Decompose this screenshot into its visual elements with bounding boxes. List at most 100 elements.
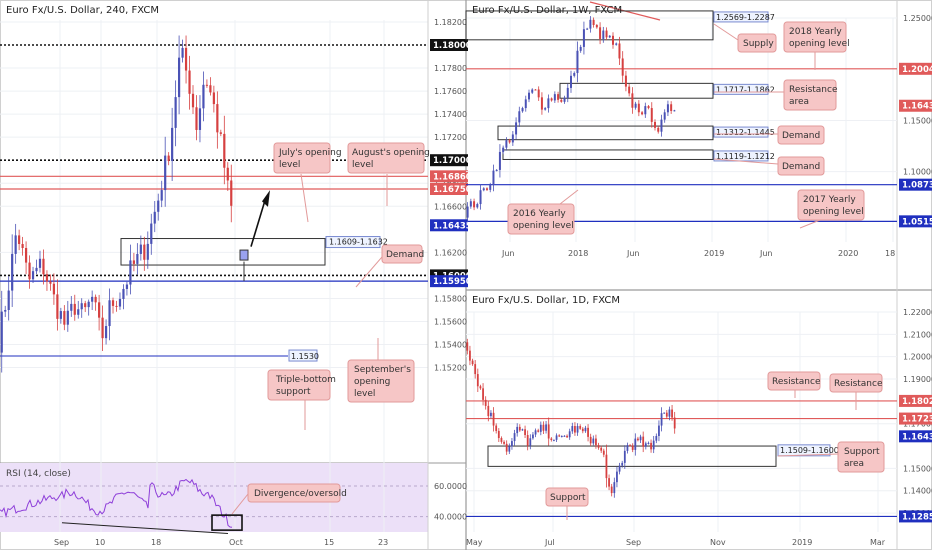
daily-candle <box>497 430 500 439</box>
h4-candle <box>35 267 38 272</box>
h4-price-label: 1.16750 <box>433 185 472 195</box>
daily-price-tick: 1.22000 <box>903 308 932 317</box>
weekly-candle <box>628 86 631 94</box>
weekly-candle <box>495 169 498 171</box>
weekly-zone <box>465 10 714 41</box>
h4-price-label: 1.17000 <box>433 156 472 166</box>
weekly-callout-2016-box <box>507 203 575 235</box>
h4-candle <box>177 57 181 98</box>
h4-callout-september-text-line2: opening <box>354 377 390 387</box>
daily-time-tick: Jul <box>544 538 555 547</box>
h4-candle <box>146 243 149 260</box>
h4-callout-september-box <box>347 359 415 403</box>
h4-price-tick: 1.18200 <box>434 18 467 27</box>
daily-candle <box>479 386 482 389</box>
weekly-candle <box>473 201 476 208</box>
daily-callout-res2-text: Resistance <box>834 379 883 389</box>
weekly-candle <box>673 110 676 112</box>
daily-candle <box>589 436 592 444</box>
weekly-callout-demand2-text: Demand <box>782 162 820 172</box>
daily-price-label-bg <box>899 430 932 443</box>
daily-candle <box>626 445 629 451</box>
h4-candle <box>191 93 195 108</box>
daily-time-tick: May <box>466 538 483 547</box>
weekly-panel: 1.25000 1.15000 1.10000 Jun 2018 Jun 2019 Jun 20… <box>465 0 932 290</box>
h4-price-tick: 1.15800 <box>434 294 467 303</box>
weekly-candle <box>573 73 576 76</box>
h4-callout-july-box <box>273 142 331 174</box>
daily-candle <box>474 364 477 375</box>
rsi-label: RSI (14, close) <box>6 469 71 479</box>
h4-candle <box>73 303 76 315</box>
rsi-oversold-box <box>211 514 243 531</box>
weekly-candle <box>486 188 488 190</box>
daily-candle <box>547 424 550 439</box>
h4-candle <box>118 298 122 307</box>
h4-demand-zone <box>120 238 326 266</box>
weekly-callout-2017-text: 2017 Yearly <box>803 195 856 205</box>
h4-low-label-bg <box>288 349 318 362</box>
h4-candle <box>150 223 153 244</box>
daily-candle <box>537 430 540 432</box>
daily-candle <box>476 374 479 387</box>
weekly-zone-label-bg <box>713 126 769 138</box>
h4-candle <box>223 133 226 168</box>
daily-callout-support-text: Support <box>550 493 586 503</box>
h4-candle <box>94 296 97 303</box>
daily-candle <box>639 436 642 441</box>
daily-candle <box>511 441 513 447</box>
weekly-candle <box>647 106 650 109</box>
daily-candle <box>658 425 660 436</box>
daily-candle <box>613 482 616 494</box>
weekly-candle <box>553 94 556 101</box>
daily-candle <box>529 438 532 446</box>
daily-candle <box>555 435 558 440</box>
daily-candle <box>655 435 658 441</box>
weekly-candle <box>469 201 472 207</box>
weekly-price-label-bg <box>899 178 932 191</box>
weekly-candle <box>508 140 511 143</box>
h4-panel: 1.18200 1.17800 1.17600 1.17400 1.17200 1.168… <box>0 0 472 550</box>
h4-candle <box>38 258 42 268</box>
h4-callout-july-text-line2: level <box>279 160 300 170</box>
h4-time-tick: Oct <box>229 538 243 547</box>
h4-price-label: 1.15950 <box>433 277 472 287</box>
weekly-candle <box>515 122 518 135</box>
daily-time-tick: Sep <box>626 538 641 547</box>
h4-callout-demand-pointer <box>355 256 383 288</box>
weekly-candle <box>644 106 647 115</box>
weekly-price-label: 1.20040 <box>902 65 932 75</box>
h4-price-label-bg <box>430 219 468 232</box>
weekly-callout-resistance-text: Resistance <box>789 85 838 95</box>
daily-candle <box>647 442 650 444</box>
daily-callout-res1-text: Resistance <box>772 377 821 387</box>
daily-candle <box>568 431 571 438</box>
weekly-candle <box>641 112 644 115</box>
weekly-candle <box>540 97 543 110</box>
weekly-candle <box>576 50 579 74</box>
h4-callout-august-box <box>347 142 425 174</box>
weekly-candle <box>492 170 495 186</box>
daily-candle <box>587 427 589 437</box>
daily-candle <box>621 462 624 466</box>
h4-price-tick: 1.17400 <box>434 110 467 119</box>
weekly-candle <box>476 204 479 208</box>
h4-candle <box>129 260 132 285</box>
daily-candle <box>618 465 621 472</box>
daily-title: Euro Fx/U.S. Dollar, 1D, FXCM <box>472 295 620 306</box>
daily-candle <box>665 412 668 417</box>
h4-candle <box>184 47 188 71</box>
h4-callout-divergence-pointer <box>231 493 249 515</box>
h4-demand-zone-label: 1.1609-1.1632 <box>329 238 388 247</box>
daily-price-tick: 1.20000 <box>903 353 932 362</box>
daily-candle <box>652 440 655 450</box>
h4-price-label: 1.18000 <box>433 41 472 51</box>
weekly-candle <box>634 103 637 108</box>
weekly-zone-label: 1.2569-1.2287 <box>716 13 775 22</box>
daily-candle <box>521 429 524 431</box>
h4-candle <box>101 317 104 339</box>
h4-candle <box>28 262 31 280</box>
daily-price-tick: 1.19000 <box>903 375 932 384</box>
h4-candle <box>160 190 163 201</box>
weekly-price-label: 1.05150 <box>902 217 932 227</box>
